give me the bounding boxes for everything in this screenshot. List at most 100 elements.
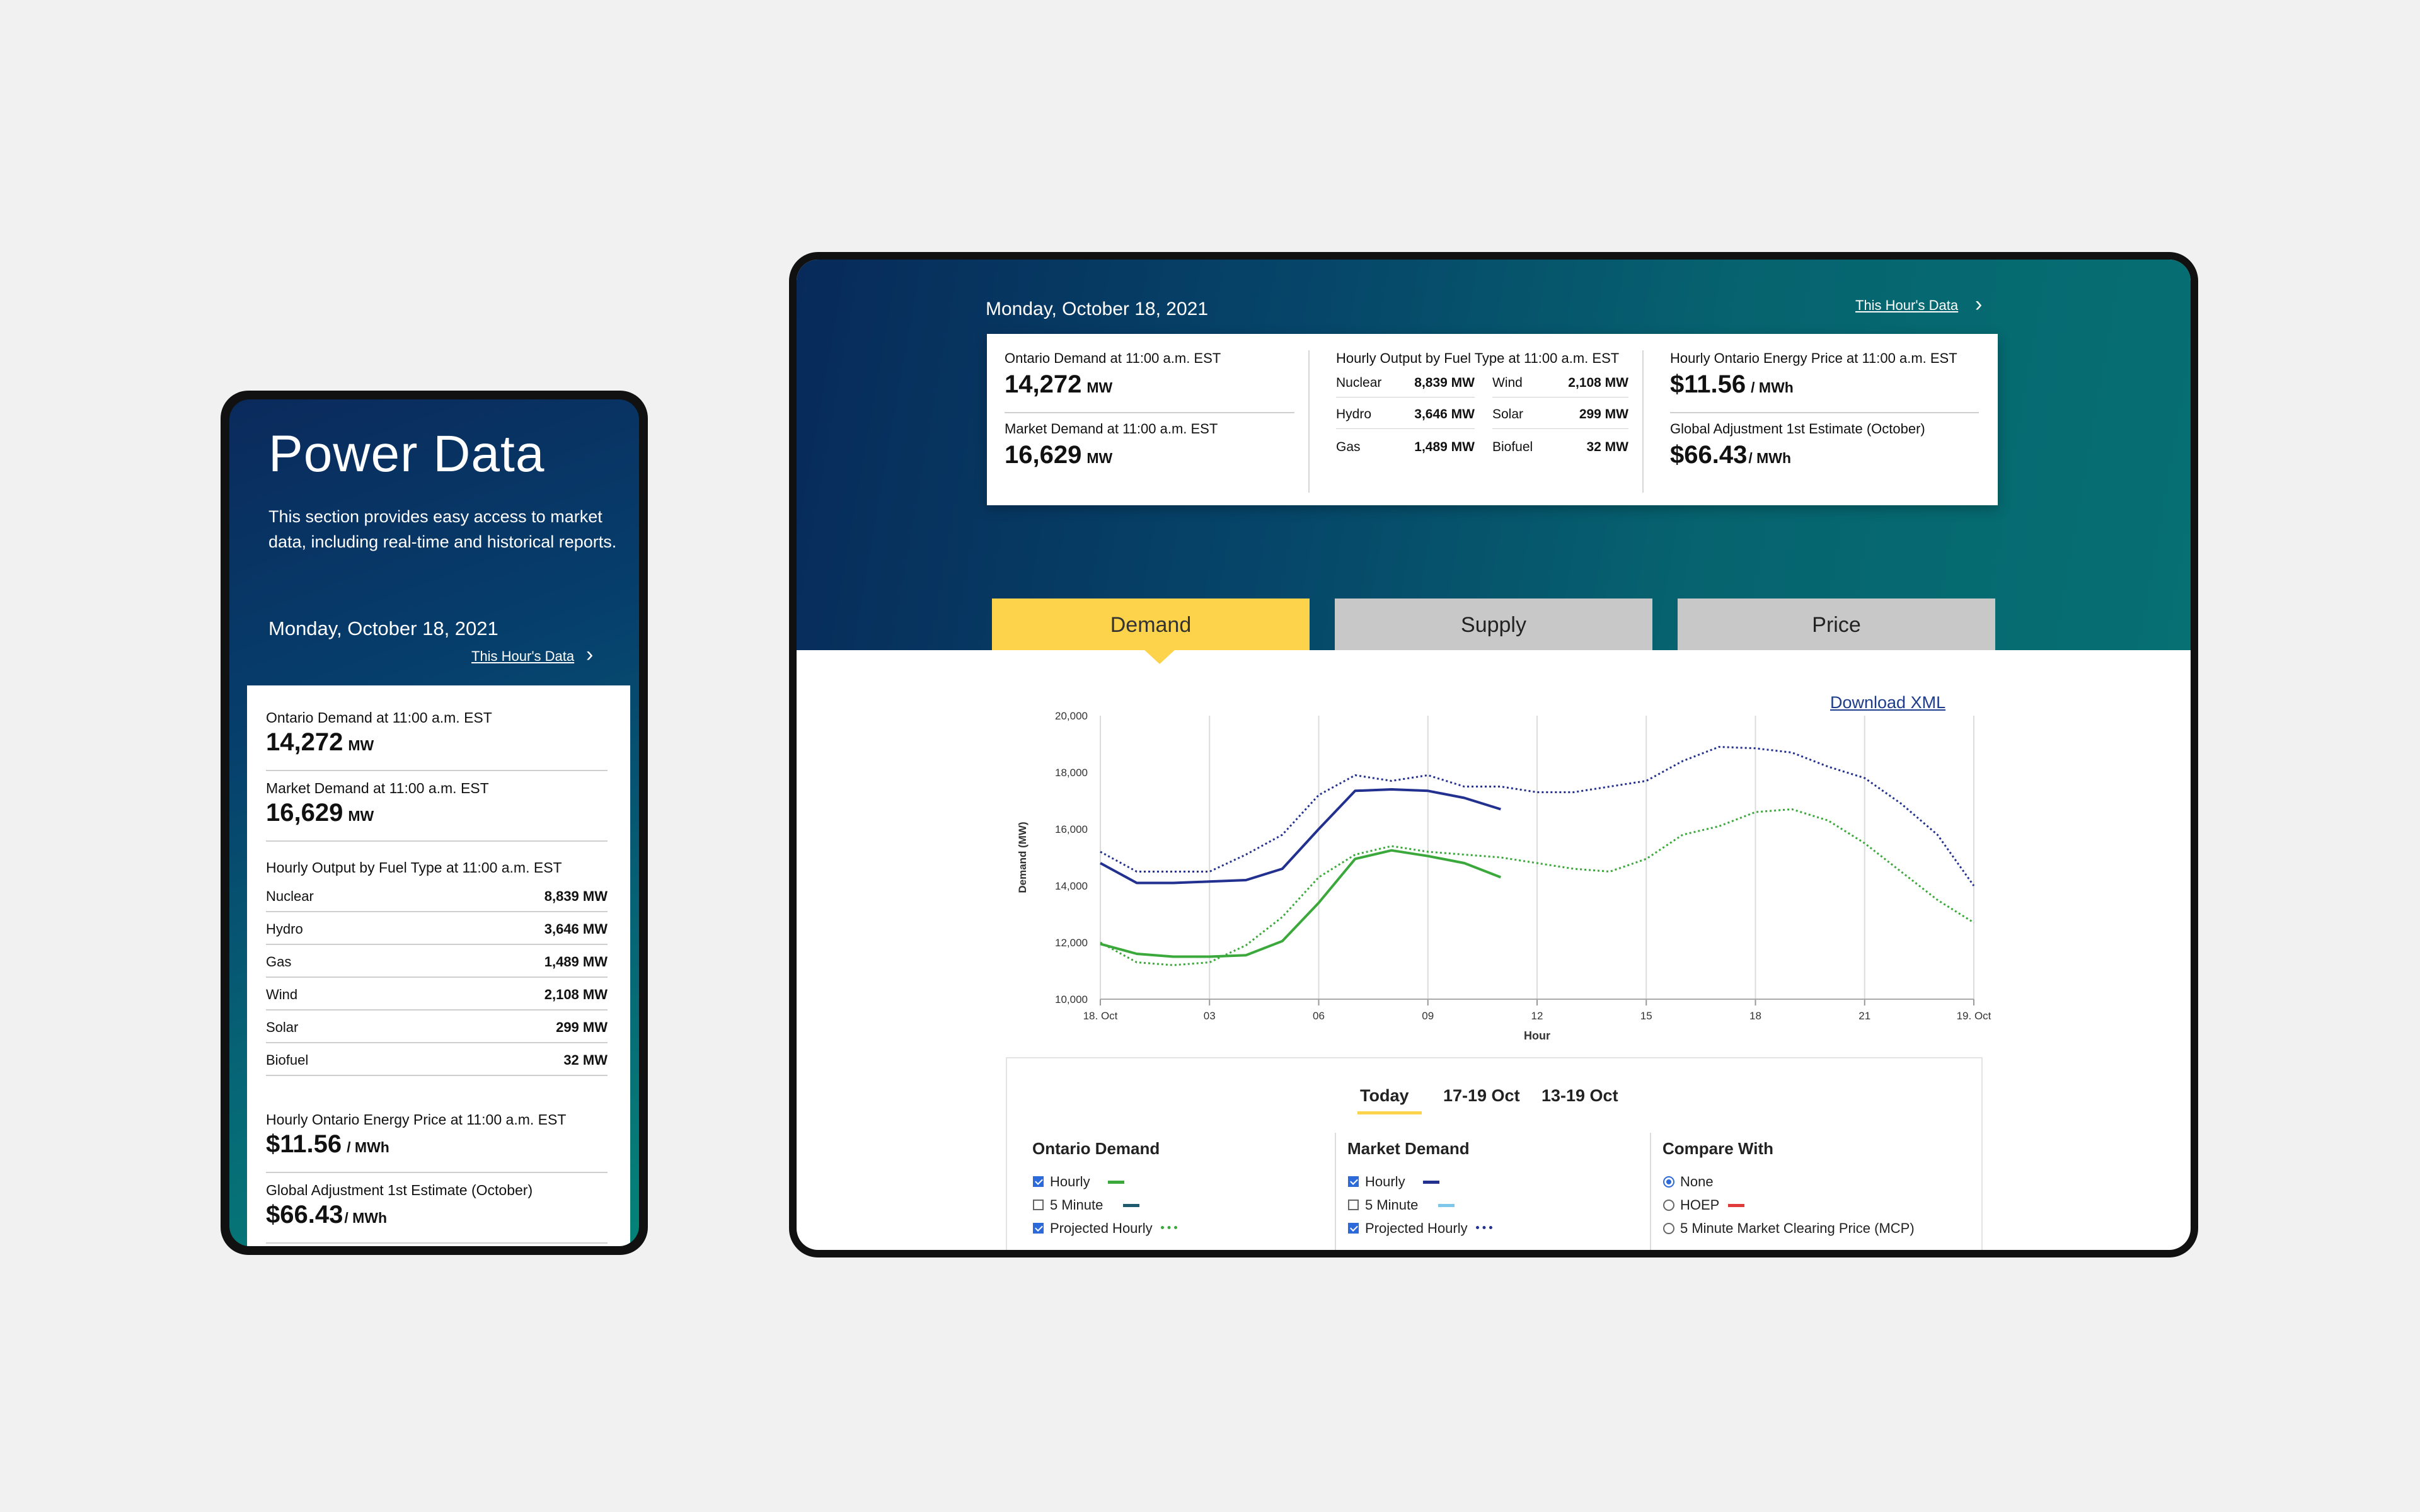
divider — [1492, 397, 1628, 398]
legend-swatch — [1476, 1226, 1492, 1229]
market-demand-label: Market Demand at 11:00 a.m. EST — [266, 780, 489, 796]
compare-none-radio[interactable] — [1663, 1176, 1674, 1188]
demand-chart: 18. Oct 03 06 09 12 15 18 21 19. Oct 10,000 12,000… — [1017, 710, 1991, 1042]
price-value: $11.56 / MWh — [1670, 370, 1794, 399]
ontario-demand-value: 14,272 MW — [266, 728, 374, 757]
fuel-value: 8,839 MW — [544, 888, 608, 904]
ontario-demand-value: 14,272 MW — [1005, 370, 1112, 399]
tab-price[interactable]: Price — [1678, 598, 1995, 650]
compare-mcp-radio[interactable] — [1663, 1223, 1674, 1234]
divider — [1492, 428, 1628, 429]
market-5-minute-checkbox[interactable] — [1348, 1200, 1359, 1210]
divider — [266, 770, 608, 771]
divider — [1336, 397, 1475, 398]
y-tick-label: 10,000 — [1055, 994, 1088, 1005]
divider — [266, 1172, 608, 1173]
market-hourly-checkbox[interactable] — [1348, 1176, 1359, 1187]
divider — [1005, 412, 1294, 413]
column-divider — [1642, 350, 1644, 493]
price-number: $11.56 — [1670, 370, 1746, 398]
x-tick-label: 12 — [1531, 1010, 1543, 1022]
x-tick-label: 15 — [1640, 1010, 1652, 1022]
ontario-demand-heading: Ontario Demand — [1032, 1139, 1160, 1158]
option-label: 5 Minute Market Clearing Price (MCP) — [1680, 1220, 1915, 1236]
column-divider — [1650, 1133, 1651, 1250]
divider — [266, 1242, 608, 1244]
market-demand-value: 16,629 MW — [266, 799, 374, 827]
fuel-row: Wind 2,108 MW — [266, 978, 608, 1011]
download-xml-link[interactable]: Download XML — [1830, 693, 1946, 712]
legend-swatch — [1423, 1181, 1439, 1184]
this-hours-data-link[interactable]: This Hour's Data — [1855, 297, 1959, 313]
tablet-screen: Monday, October 18, 2021 This Hour's Dat… — [797, 260, 2191, 1250]
global-adjustment-number: $66.43 — [1670, 441, 1748, 469]
legend-swatch — [1438, 1204, 1455, 1207]
active-tab-caret-icon — [1143, 649, 1176, 664]
x-axis-title: Hour — [1524, 1029, 1550, 1042]
unit-label: / MWh — [1751, 379, 1794, 396]
y-tick-label: 12,000 — [1055, 937, 1088, 949]
fuel-name: Biofuel — [266, 1052, 309, 1068]
fuel-value: 299 MW — [556, 1019, 608, 1035]
summary-card: Ontario Demand at 11:00 a.m. EST 14,272 M… — [987, 334, 1998, 505]
fuel-value: 32 MW — [1586, 440, 1628, 454]
date-label: Monday, October 18, 2021 — [986, 299, 1208, 319]
ontario-5-minute-checkbox[interactable] — [1033, 1200, 1044, 1210]
fuel-name: Gas — [266, 954, 292, 970]
ontario-hourly-checkbox[interactable] — [1033, 1176, 1044, 1187]
legend-swatch — [1123, 1204, 1139, 1207]
period-today[interactable]: Today — [1360, 1086, 1409, 1105]
ontario-demand-label: Ontario Demand at 11:00 a.m. EST — [1005, 350, 1221, 366]
fuel-value: 2,108 MW — [544, 987, 608, 1002]
y-tick-label: 14,000 — [1055, 880, 1088, 892]
chevron-right-icon[interactable]: › — [1975, 292, 1983, 316]
fuel-row: Hydro 3,646 MW — [266, 912, 608, 945]
y-axis-title: Demand (MW) — [1017, 822, 1028, 893]
chart-grid — [1100, 716, 1974, 1005]
global-adjustment-value: $66.43/ MWh — [1670, 441, 1791, 469]
x-tick-label: 18 — [1749, 1010, 1761, 1022]
fuel-value: 3,646 MW — [1414, 407, 1475, 421]
compare-hoep-radio[interactable] — [1663, 1200, 1674, 1211]
unit-label: MW — [1086, 379, 1113, 396]
period-17-19-oct[interactable]: 17-19 Oct — [1443, 1086, 1520, 1105]
market-projected-hourly-checkbox[interactable] — [1348, 1223, 1359, 1234]
unit-label: MW — [348, 808, 374, 824]
option-label: 5 Minute — [1050, 1197, 1103, 1213]
option-label: 5 Minute — [1365, 1197, 1419, 1213]
this-hours-data-link[interactable]: This Hour's Data — [471, 648, 575, 664]
price-value: $11.56 / MWh — [266, 1130, 389, 1159]
date-label: Monday, October 18, 2021 — [268, 617, 498, 639]
market-demand-number: 16,629 — [266, 799, 343, 827]
fuel-name: Solar — [1492, 407, 1524, 421]
period-13-19-oct[interactable]: 13-19 Oct — [1541, 1086, 1618, 1105]
fuel-row: Nuclear 8,839 MW — [266, 879, 608, 912]
ontario-projected-hourly-checkbox[interactable] — [1033, 1223, 1044, 1234]
compare-with-heading: Compare With — [1662, 1139, 1773, 1158]
x-tick-label: 21 — [1858, 1010, 1870, 1022]
fuel-name: Nuclear — [266, 888, 314, 904]
global-adjustment-label: Global Adjustment 1st Estimate (October) — [1670, 421, 1925, 437]
phone-screen: Power Data This section provides easy ac… — [229, 399, 639, 1246]
option-label: Hourly — [1365, 1174, 1405, 1189]
market-demand-number: 16,629 — [1005, 441, 1082, 469]
fuel-name: Wind — [1492, 375, 1523, 390]
fuel-name: Gas — [1336, 440, 1361, 454]
legend-swatch — [1728, 1204, 1744, 1207]
phone-device: Power Data This section provides easy ac… — [221, 391, 648, 1255]
price-label: Hourly Ontario Energy Price at 11:00 a.m… — [1670, 350, 1957, 366]
divider — [1336, 428, 1475, 429]
y-tick-label: 20,000 — [1055, 710, 1088, 722]
tab-demand[interactable]: Demand — [992, 598, 1310, 650]
option-label: None — [1680, 1174, 1714, 1189]
global-adjustment-number: $66.43 — [266, 1201, 343, 1228]
fuel-value: 299 MW — [1579, 407, 1628, 421]
fuel-output-label: Hourly Output by Fuel Type at 11:00 a.m.… — [266, 859, 562, 876]
fuel-name: Solar — [266, 1019, 299, 1035]
tab-supply[interactable]: Supply — [1335, 598, 1652, 650]
chart-axis-labels: 18. Oct 03 06 09 12 15 18 21 19. Oct 10,000 12,000… — [1017, 710, 1991, 1042]
x-tick-label: 03 — [1204, 1010, 1216, 1022]
chevron-right-icon[interactable]: › — [586, 643, 594, 667]
fuel-value: 32 MW — [563, 1052, 608, 1068]
market-demand-label: Market Demand at 11:00 a.m. EST — [1005, 421, 1218, 437]
